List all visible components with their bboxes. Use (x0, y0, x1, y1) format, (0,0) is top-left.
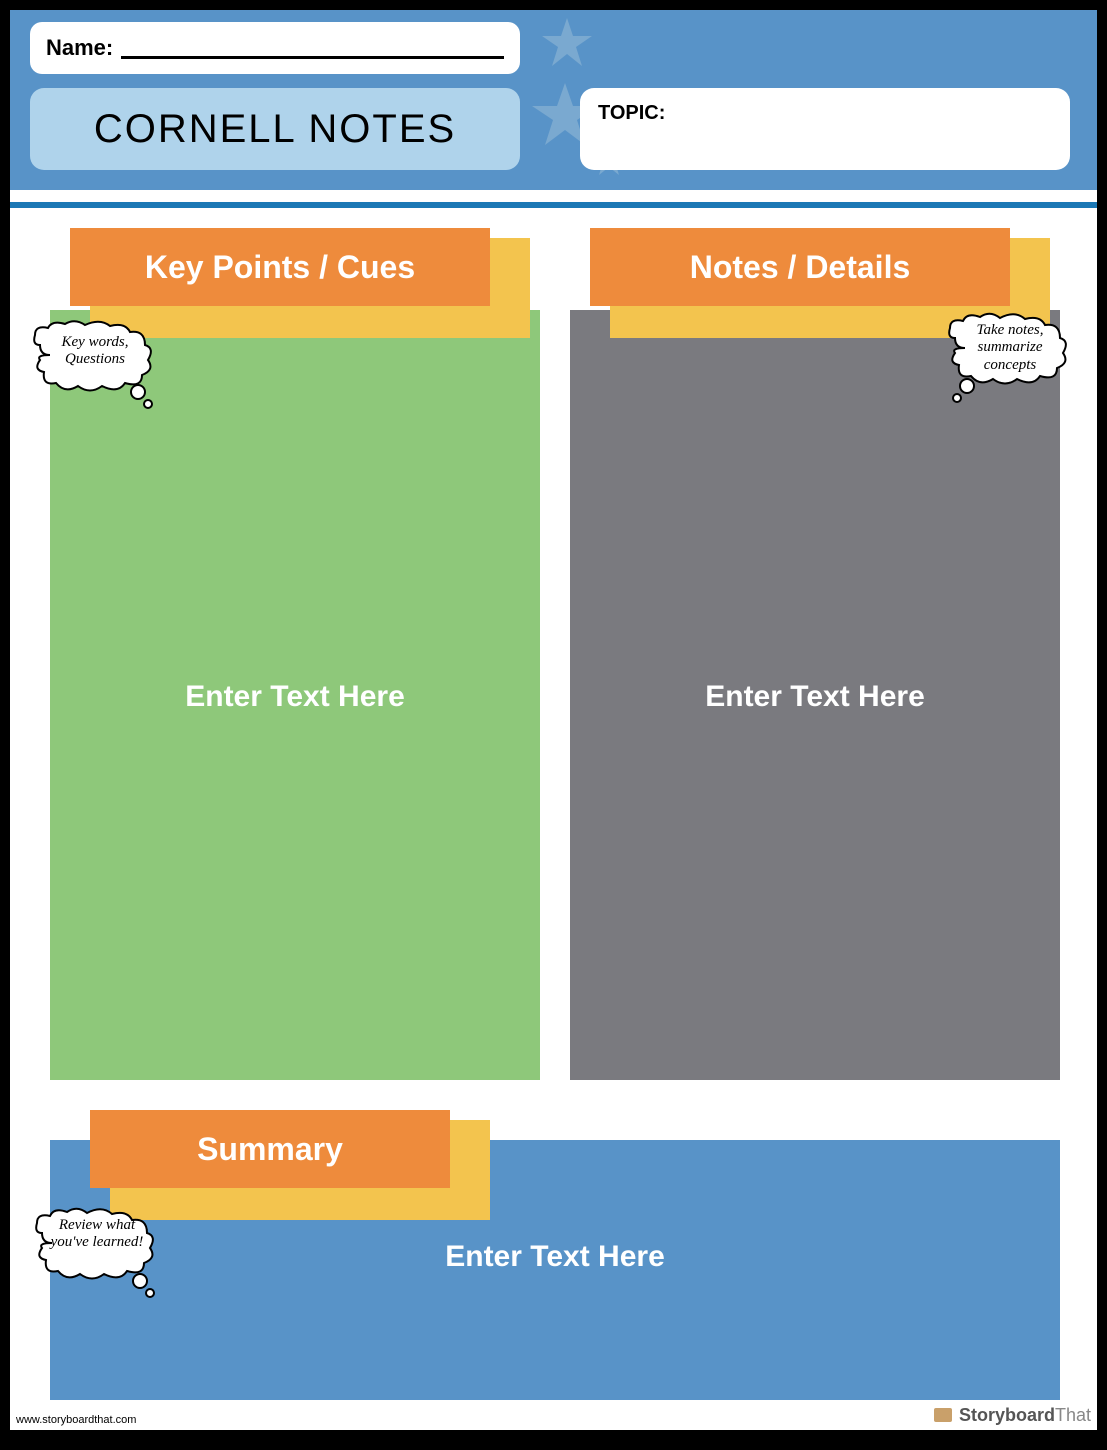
notes-heading: Notes / Details (590, 228, 1010, 306)
name-field-box: Name: (30, 22, 520, 74)
page-title: CORNELL NOTES (94, 107, 456, 152)
notes-area[interactable]: Enter Text Here (570, 310, 1060, 1080)
summary-heading-text: Summary (197, 1131, 343, 1168)
star-icon (540, 16, 594, 70)
key-points-heading: Key Points / Cues (70, 228, 490, 306)
topic-field-box[interactable]: TOPIC: (580, 88, 1070, 170)
footer-url: www.storyboardthat.com (16, 1414, 136, 1426)
hint-text: Review what you've learned! (38, 1217, 156, 1252)
title-box: CORNELL NOTES (30, 88, 520, 170)
hint-text: Take notes, summarize concepts (951, 322, 1069, 374)
header-band: Name: CORNELL NOTES TOPIC: (10, 10, 1097, 190)
key-points-heading-text: Key Points / Cues (145, 249, 415, 286)
storyboard-icon (934, 1408, 952, 1422)
hint-bubble-summary: Review what you've learned! (32, 1205, 162, 1285)
key-points-area[interactable]: Enter Text Here (50, 310, 540, 1080)
summary-heading: Summary (90, 1110, 450, 1188)
worksheet-page: Name: CORNELL NOTES TOPIC: Enter Text He… (10, 10, 1097, 1430)
name-input-line[interactable] (121, 37, 504, 59)
separator-bar (10, 202, 1097, 208)
topic-label: TOPIC: (598, 102, 665, 124)
footer-brand: StoryboardThat (934, 1405, 1091, 1426)
key-points-placeholder: Enter Text Here (50, 680, 540, 714)
summary-placeholder: Enter Text Here (50, 1240, 1060, 1274)
brand-part-a: Storyboard (959, 1405, 1055, 1425)
notes-heading-text: Notes / Details (690, 249, 911, 286)
hint-bubble-notes: Take notes, summarize concepts (945, 310, 1075, 390)
notes-placeholder: Enter Text Here (570, 680, 1060, 714)
brand-part-b: That (1055, 1405, 1091, 1425)
name-label: Name: (46, 35, 113, 61)
hint-bubble-key-points: Key words, Questions (30, 320, 160, 400)
hint-text: Key words, Questions (36, 334, 154, 369)
